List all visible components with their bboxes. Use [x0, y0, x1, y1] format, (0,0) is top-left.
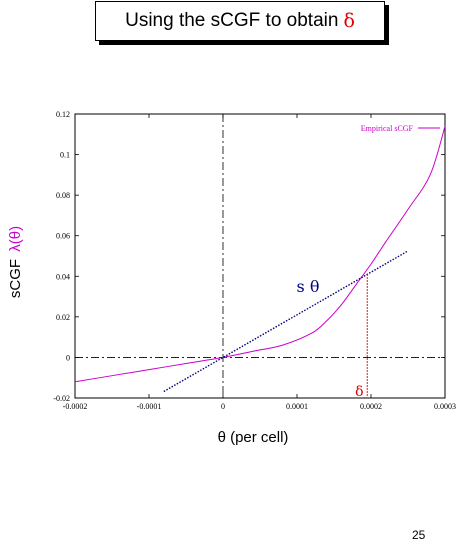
x-tick-label: 0: [221, 402, 225, 411]
y-tick-label: 0: [66, 353, 70, 362]
series-group: [74, 126, 446, 393]
series-line-tangent: [163, 250, 409, 393]
plot-frame: [74, 113, 446, 399]
x-tick-label: 0.0001: [286, 402, 308, 411]
svg-text:sCGF λ(θ): sCGF λ(θ): [7, 226, 24, 298]
x-tick-label: 0.0002: [360, 402, 382, 411]
y-axis-label-symbol: λ(θ): [7, 226, 24, 252]
legend: Empirical sCGF: [361, 124, 440, 133]
x-tick-label: -0.0001: [137, 402, 162, 411]
plot-area: [74, 113, 446, 399]
tangent-label: s θ: [297, 277, 320, 296]
slide-title-delta-symbol: δ: [343, 10, 355, 32]
y-tick-label: 0.02: [56, 313, 70, 322]
series-line-empirical-scgf: [74, 126, 446, 383]
x-tick-label: -0.0002: [63, 402, 88, 411]
y-axis-label: sCGF λ(θ): [7, 226, 24, 298]
y-tick-label: 0.12: [56, 110, 70, 119]
y-tick-label: 0.1: [60, 151, 70, 160]
y-tick-label: 0.08: [56, 191, 70, 200]
delta-label: δ: [355, 384, 363, 400]
axis-ticks: -0.0002 -0.0001 0 0.0001 0.0002 0.0003 -0.02 0 0…: [53, 110, 456, 411]
x-axis-label: θ (per cell): [218, 429, 289, 446]
page-number: 25: [412, 528, 426, 542]
x-tick-label: 0.0003: [434, 402, 456, 411]
y-axis-label-prefix: sCGF: [7, 259, 24, 298]
slide-title: Using the sCGF to obtain δ: [95, 1, 385, 41]
legend-label-empirical-scgf: Empirical sCGF: [361, 124, 414, 133]
annotations: s θ δ: [297, 274, 368, 400]
y-tick-label: -0.02: [53, 394, 70, 403]
y-tick-label: 0.06: [56, 232, 70, 241]
y-tick-label: 0.04: [56, 272, 70, 281]
slide-title-text: Using the sCGF to obtain: [125, 10, 339, 31]
